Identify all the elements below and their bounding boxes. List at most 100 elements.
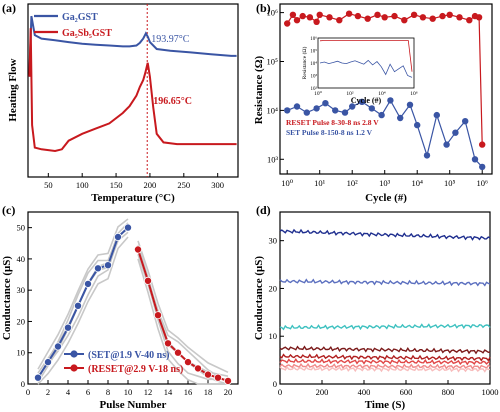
x-tick-label-b: 10⁵ <box>444 178 456 188</box>
panel-label-c: (c) <box>2 203 15 217</box>
data-point-reset <box>313 18 320 25</box>
inset-y-tick-label: 10⁵ <box>310 49 317 55</box>
y-axis-title-c: Conductance (μS) <box>1 256 13 340</box>
legend-marker <box>70 364 78 372</box>
data-point-set <box>284 107 291 114</box>
inset-frame <box>317 37 415 89</box>
data-point-reset <box>223 376 232 385</box>
series-line-level-2 <box>279 278 491 287</box>
x-tick-label-c: 8 <box>106 387 110 397</box>
y-tick-label-c: 30 <box>17 285 26 295</box>
x-tick-label-c: 10 <box>124 387 133 397</box>
data-point-set <box>303 109 310 116</box>
series-line-level-6 <box>279 358 491 366</box>
background-cycle-line <box>137 250 229 384</box>
x-tick-label-b: 10³ <box>379 178 391 188</box>
y-axis-title-b: Resistance (Ω) <box>253 55 265 124</box>
data-point-set <box>358 98 366 106</box>
data-point-set <box>104 261 113 270</box>
legend-label: Ga₂GST <box>62 12 98 23</box>
data-point-reset <box>446 11 453 18</box>
x-tick-label-d: 200 <box>316 387 329 397</box>
y-axis-title-a: Heating Flow <box>7 58 19 121</box>
x-tick-label-d: 800 <box>442 387 455 397</box>
series-line-level-7 <box>279 362 491 370</box>
legend-label: SET Pulse 8-150-8 ns 1.2 V <box>286 128 373 137</box>
y-tick-label-b: 10⁴ <box>267 105 279 115</box>
x-tick-label-b: 10⁴ <box>411 178 423 188</box>
data-point-set <box>433 111 440 119</box>
panel-label-b: (b) <box>256 1 271 15</box>
data-point-reset <box>439 12 446 20</box>
legend-label: (RESET@2.9 V-18 ns) <box>88 364 183 375</box>
data-point-reset <box>163 339 172 348</box>
panel-d: 0 200 400 600 800 1000 0 10 20 30 Time (S) Conduc… <box>253 211 499 411</box>
data-point-set <box>414 121 421 129</box>
data-point-set <box>54 342 63 351</box>
data-point-reset <box>284 20 291 27</box>
data-point-set <box>64 323 73 332</box>
legend-label: RESET Pulse 8-30-8 ns 2.8 V <box>286 118 379 127</box>
inset-y-tick-label: 10⁶ <box>310 36 317 42</box>
inset-y-axis-title: Resistance (Ω) <box>301 47 308 80</box>
x-tick-label-c: 12 <box>144 387 153 397</box>
data-point-set <box>387 97 394 104</box>
y-tick-label-d: 20 <box>269 283 278 293</box>
data-point-set <box>341 109 349 116</box>
data-point-set <box>84 279 93 288</box>
data-point-set <box>313 105 320 112</box>
data-point-reset <box>401 17 408 24</box>
data-point-reset <box>419 14 427 21</box>
series-line-reset <box>137 249 229 382</box>
y-tick-label-d: 30 <box>269 236 278 246</box>
y-tick-label-b: 10⁶ <box>267 8 279 18</box>
y-tick-label-d: 0 <box>273 379 277 389</box>
x-tick-label-b: 10⁶ <box>476 178 488 188</box>
series-line-set <box>286 99 483 168</box>
data-point-reset <box>475 14 483 21</box>
data-point-reset <box>213 373 222 382</box>
data-point-set <box>423 152 431 159</box>
data-point-reset <box>364 15 371 22</box>
x-axis-title-d: Time (S) <box>365 399 406 411</box>
y-tick-label-b: 10³ <box>267 154 279 164</box>
inset-x-tick-label: 10² <box>346 91 354 97</box>
annotation-ga5sb5gst-peak: 196.65°C <box>153 96 192 107</box>
background-cycle-line <box>37 218 129 370</box>
data-point-set <box>443 141 450 148</box>
data-point-reset <box>466 17 473 24</box>
x-axis-title-c: Pulse Number <box>100 399 167 411</box>
data-point-reset <box>354 12 362 20</box>
data-point-set <box>124 223 133 232</box>
x-tick-label-b: 10² <box>347 178 359 188</box>
data-point-reset <box>193 364 202 373</box>
data-point-reset <box>456 14 463 21</box>
inset-y-tick-label: 10³ <box>311 74 318 80</box>
y-tick-label-c: 40 <box>17 254 26 264</box>
data-point-reset <box>429 15 436 22</box>
data-point-set <box>462 118 469 125</box>
series-line-level-5 <box>279 353 491 362</box>
x-tick-label-c: 20 <box>224 387 233 397</box>
data-point-reset <box>316 11 323 18</box>
x-tick-label-b: 10⁰ <box>281 178 294 188</box>
x-tick-label-d: 0 <box>278 387 282 397</box>
x-tick-label-d: 600 <box>400 387 413 397</box>
data-point-reset <box>306 14 314 21</box>
data-point-reset <box>153 311 162 320</box>
inset-y-tick-label: 10⁴ <box>310 61 317 67</box>
panel-label-a: (a) <box>2 1 16 15</box>
legend-marker <box>70 350 78 358</box>
y-tick-label-c: 10 <box>17 348 26 358</box>
inset-series-line <box>319 59 413 78</box>
panel-label-d: (d) <box>256 203 271 217</box>
series-line-level-4 <box>279 345 491 355</box>
data-point-reset <box>326 14 333 21</box>
data-point-reset <box>289 11 297 18</box>
data-point-set <box>322 100 329 107</box>
series-line-level-8 <box>279 365 491 373</box>
data-point-reset <box>133 245 142 254</box>
plot-frame <box>27 211 239 385</box>
